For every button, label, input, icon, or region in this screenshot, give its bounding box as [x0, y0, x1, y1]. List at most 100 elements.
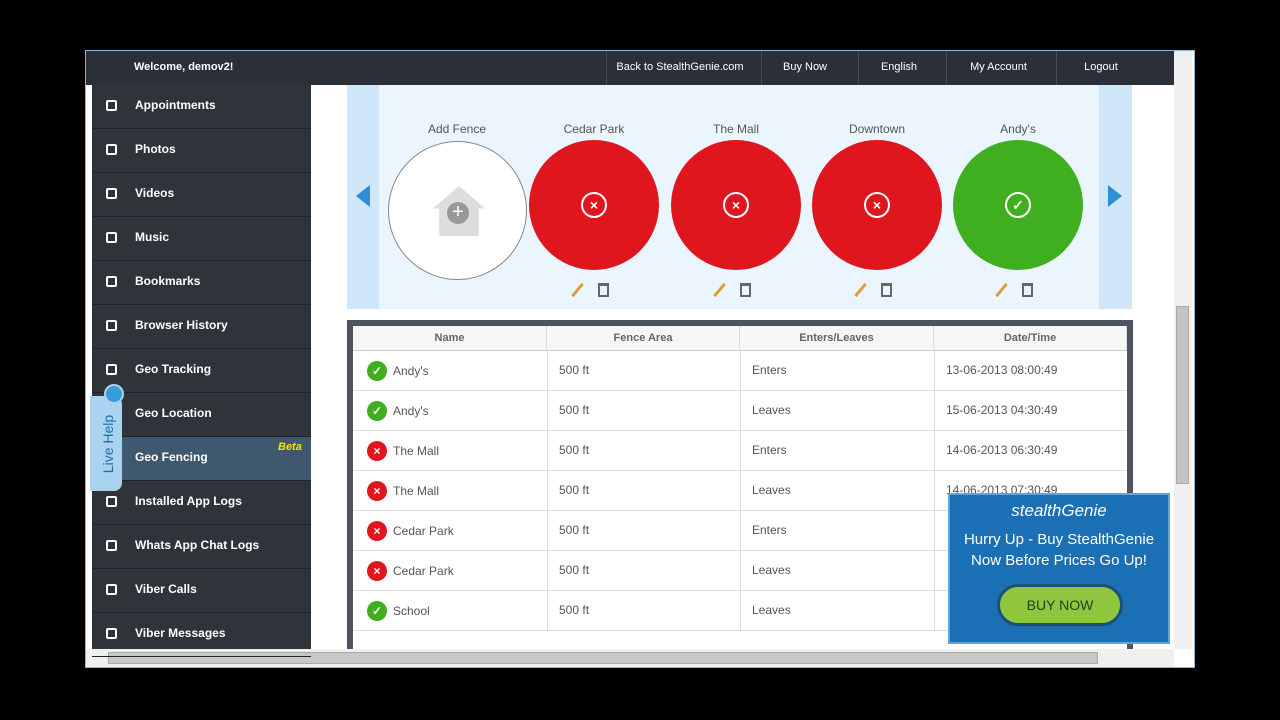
delete-icon[interactable]	[740, 283, 751, 297]
cell-divider	[547, 551, 548, 591]
fence-circle[interactable]: ×	[529, 140, 659, 270]
header-link[interactable]: Logout	[1084, 61, 1118, 73]
cell-divider	[547, 351, 548, 391]
sidebar-label: Viber Messages	[135, 626, 226, 640]
v-thumb	[1176, 306, 1189, 484]
plus-icon: +	[447, 202, 469, 224]
table-row: ✓ Andy's 500 ft Enters 13-06-2013 08:00:49	[353, 351, 1127, 391]
delete-icon[interactable]	[598, 283, 609, 297]
header-bar	[86, 51, 1174, 85]
sidebar-item[interactable]: Whats App Chat Logs	[92, 525, 311, 569]
sidebar-label: Bookmarks	[135, 274, 201, 288]
sidebar-item[interactable]: Videos	[92, 173, 311, 217]
cell-divider	[547, 391, 548, 431]
sidebar-item[interactable]: Viber Messages	[92, 613, 311, 657]
header-separator	[858, 51, 859, 85]
cell-divider	[547, 431, 548, 471]
edit-icon[interactable]	[995, 282, 1008, 298]
cell: 500 ft	[559, 403, 590, 417]
cell-divider	[740, 551, 741, 591]
cell: 500 ft	[559, 443, 590, 457]
status-icon: ×	[367, 561, 387, 581]
sidebar-item[interactable]: Geo Tracking	[92, 349, 311, 393]
cell-divider	[934, 591, 935, 631]
sidebar-label: Geo Fencing	[135, 450, 208, 464]
status-icon: ×	[723, 192, 749, 218]
cell: 14-06-2013 06:30:49	[946, 443, 1058, 457]
sidebar-item[interactable]: Installed App Logs	[92, 481, 311, 525]
sidebar-icon	[106, 232, 117, 243]
sidebar-icon	[106, 628, 117, 639]
cell-divider	[547, 591, 548, 631]
sidebar-item[interactable]: Music	[92, 217, 311, 261]
ad-button[interactable]: BUY NOW	[997, 584, 1123, 626]
sidebar-label: Photos	[135, 142, 176, 156]
sidebar-item[interactable]: Appointments	[92, 85, 311, 129]
h-thumb	[108, 652, 1098, 664]
cell: The Mall	[393, 484, 440, 498]
arrow-left[interactable]	[356, 185, 370, 207]
table-row: × Cedar Park 500 ft Enters	[353, 511, 1127, 551]
sidebar-icon	[106, 276, 117, 287]
sidebar-item[interactable]: Photos	[92, 129, 311, 173]
add-fence-circle[interactable]: +	[388, 141, 527, 280]
welcome: Welcome, demov2!	[134, 61, 234, 73]
column-header: Fence Area	[547, 326, 740, 351]
status-icon: ×	[864, 192, 890, 218]
edit-icon[interactable]	[713, 282, 726, 298]
cell: 500 ft	[559, 483, 590, 497]
cell-divider	[934, 551, 935, 591]
sidebar-item[interactable]: Geo Location	[92, 393, 311, 437]
table-row: × The Mall 500 ft Enters 14-06-2013 06:30:49	[353, 431, 1127, 471]
status-icon: ×	[581, 192, 607, 218]
sidebar-item[interactable]: Viber Calls	[92, 569, 311, 613]
v-scrollbar	[1174, 51, 1192, 649]
delete-icon[interactable]	[1022, 283, 1033, 297]
fence-circle[interactable]: ×	[812, 140, 942, 270]
sidebar-icon	[106, 496, 117, 507]
cell-divider	[934, 511, 935, 551]
cell: School	[393, 604, 430, 618]
beta-badge: Beta	[278, 441, 302, 453]
header-link[interactable]: Back to StealthGenie.com	[616, 61, 744, 73]
edit-icon[interactable]	[854, 282, 867, 298]
table-frame: Name Fence Area Enters/Leaves Date/Time ✓ And…	[347, 320, 1133, 649]
arrow-right[interactable]	[1108, 185, 1122, 207]
sidebar-label: Appointments	[135, 98, 216, 112]
sidebar-label: Viber Calls	[135, 582, 197, 596]
sidebar-label: Music	[135, 230, 170, 244]
cell: Enters	[752, 523, 787, 537]
sidebar-icon	[106, 584, 117, 595]
cell-divider	[740, 591, 741, 631]
fence-circle[interactable]: ✓	[953, 140, 1083, 270]
cell: Cedar Park	[393, 524, 454, 538]
table-row: × Cedar Park 500 ft Leaves	[353, 551, 1127, 591]
header-link[interactable]: Buy Now	[782, 61, 828, 73]
content: Add Fence + Cedar Park × The Mall × Downtown × A…	[311, 85, 1173, 649]
header-link[interactable]: My Account	[970, 61, 1027, 73]
sidebar-item[interactable]: Geo Fencing Beta	[92, 437, 311, 481]
status-icon: ✓	[367, 361, 387, 381]
delete-icon[interactable]	[881, 283, 892, 297]
ad-brand: stealthGenie	[1011, 501, 1107, 520]
status-icon: ✓	[1005, 192, 1031, 218]
sidebar-item[interactable]: Browser History	[92, 305, 311, 349]
cell: Andy's	[393, 404, 429, 418]
header-separator	[606, 51, 607, 85]
ad-headline: Hurry Up - Buy StealthGenie Now Before P…	[963, 531, 1155, 569]
status-icon: ×	[367, 521, 387, 541]
cell: Enters	[752, 363, 787, 377]
fence-circle[interactable]: ×	[671, 140, 801, 270]
edit-icon[interactable]	[571, 282, 584, 298]
sidebar-item[interactable]: Bookmarks	[92, 261, 311, 305]
cell: Leaves	[752, 563, 791, 577]
cell: Leaves	[752, 403, 791, 417]
ad-banner[interactable]: stealthGenie Hurry Up - Buy StealthGenie …	[948, 493, 1170, 644]
live-help-tab[interactable]: Live Help	[90, 384, 124, 491]
sidebar	[92, 85, 311, 649]
sidebar-icon	[106, 100, 117, 111]
cell-divider	[740, 431, 741, 471]
status-icon: ✓	[367, 401, 387, 421]
header-link[interactable]: English	[880, 61, 918, 73]
cell-divider	[740, 351, 741, 391]
